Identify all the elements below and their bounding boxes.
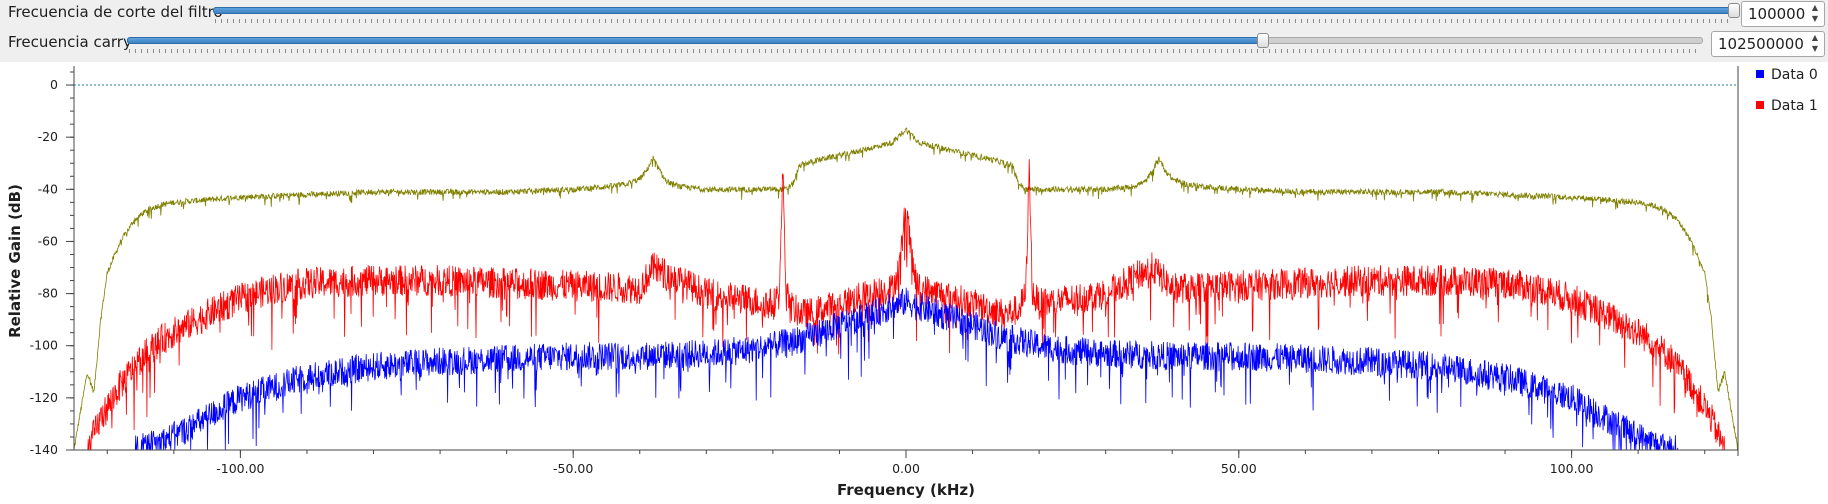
slider-fill bbox=[127, 37, 1264, 44]
x-tick-label: 50.00 bbox=[1221, 461, 1257, 476]
x-axis-title: Frequency (kHz) bbox=[837, 481, 975, 499]
axes: 0 -20 -40 -60 -80 -100 -120 -140 -100.00 -50.00 0.… bbox=[30, 66, 1739, 476]
arrow-up-icon[interactable]: ▲ bbox=[1811, 3, 1819, 12]
arrow-up-icon[interactable]: ▲ bbox=[1811, 33, 1819, 42]
x-tick-label: 100.00 bbox=[1550, 461, 1594, 476]
legend-swatch-1 bbox=[1756, 101, 1764, 109]
x-tick-label: -100.00 bbox=[216, 461, 264, 476]
cutoff-frequency-slider[interactable] bbox=[213, 3, 1740, 26]
slider-handle[interactable] bbox=[1728, 3, 1740, 18]
cutoff-frequency-spinbox[interactable]: 100000 ▲ ▼ bbox=[1741, 1, 1825, 27]
legend-label-1[interactable]: Data 1 bbox=[1771, 98, 1818, 114]
carry-frequency-control: Frecuencia carry 102500000 ▲ ▼ bbox=[0, 30, 1828, 60]
spectrum-chart[interactable]: 0 -20 -40 -60 -80 -100 -120 -140 -100.00 -50.00 0.… bbox=[0, 62, 1828, 504]
arrow-down-icon[interactable]: ▼ bbox=[1811, 14, 1819, 23]
carry-frequency-slider[interactable] bbox=[127, 33, 1703, 56]
legend-swatch-0 bbox=[1756, 70, 1764, 78]
legend-label-0[interactable]: Data 0 bbox=[1771, 67, 1818, 83]
x-tick-label: 0.00 bbox=[892, 461, 920, 476]
y-tick-label: -60 bbox=[38, 233, 58, 248]
y-tick-label: -140 bbox=[30, 442, 58, 457]
y-tick-label: -120 bbox=[30, 390, 58, 405]
spectrum-plot[interactable]: 0 -20 -40 -60 -80 -100 -120 -140 -100.00 -50.00 0.… bbox=[0, 62, 1828, 504]
plot-area bbox=[73, 84, 1739, 451]
cutoff-frequency-value: 100000 bbox=[1748, 5, 1806, 23]
slider-fill bbox=[213, 7, 1735, 14]
slider-ticks bbox=[129, 49, 1701, 53]
series-line-2 bbox=[133, 287, 1679, 451]
y-tick-label: -40 bbox=[38, 181, 58, 196]
carry-frequency-spinbox[interactable]: 102500000 ▲ ▼ bbox=[1711, 31, 1825, 57]
arrow-down-icon[interactable]: ▼ bbox=[1811, 44, 1819, 53]
y-tick-label: 0 bbox=[50, 77, 58, 92]
y-tick-label: -80 bbox=[38, 286, 58, 301]
series-line-0 bbox=[73, 127, 1739, 451]
slider-handle[interactable] bbox=[1256, 33, 1269, 48]
x-tick-label: -50.00 bbox=[553, 461, 593, 476]
cutoff-frequency-label: Frecuencia de corte del filtro bbox=[8, 3, 223, 21]
cutoff-frequency-control: Frecuencia de corte del filtro 100000 ▲ … bbox=[0, 0, 1828, 30]
carry-frequency-label: Frecuencia carry bbox=[8, 33, 132, 51]
series-line-1 bbox=[87, 159, 1726, 451]
y-tick-label: -100 bbox=[30, 338, 58, 353]
carry-frequency-value: 102500000 bbox=[1718, 35, 1804, 53]
slider-ticks bbox=[215, 19, 1731, 23]
y-axis-title: Relative Gain (dB) bbox=[6, 184, 24, 338]
y-tick-label: -20 bbox=[38, 129, 58, 144]
legend[interactable]: Data 0 Data 1 bbox=[1756, 67, 1818, 114]
